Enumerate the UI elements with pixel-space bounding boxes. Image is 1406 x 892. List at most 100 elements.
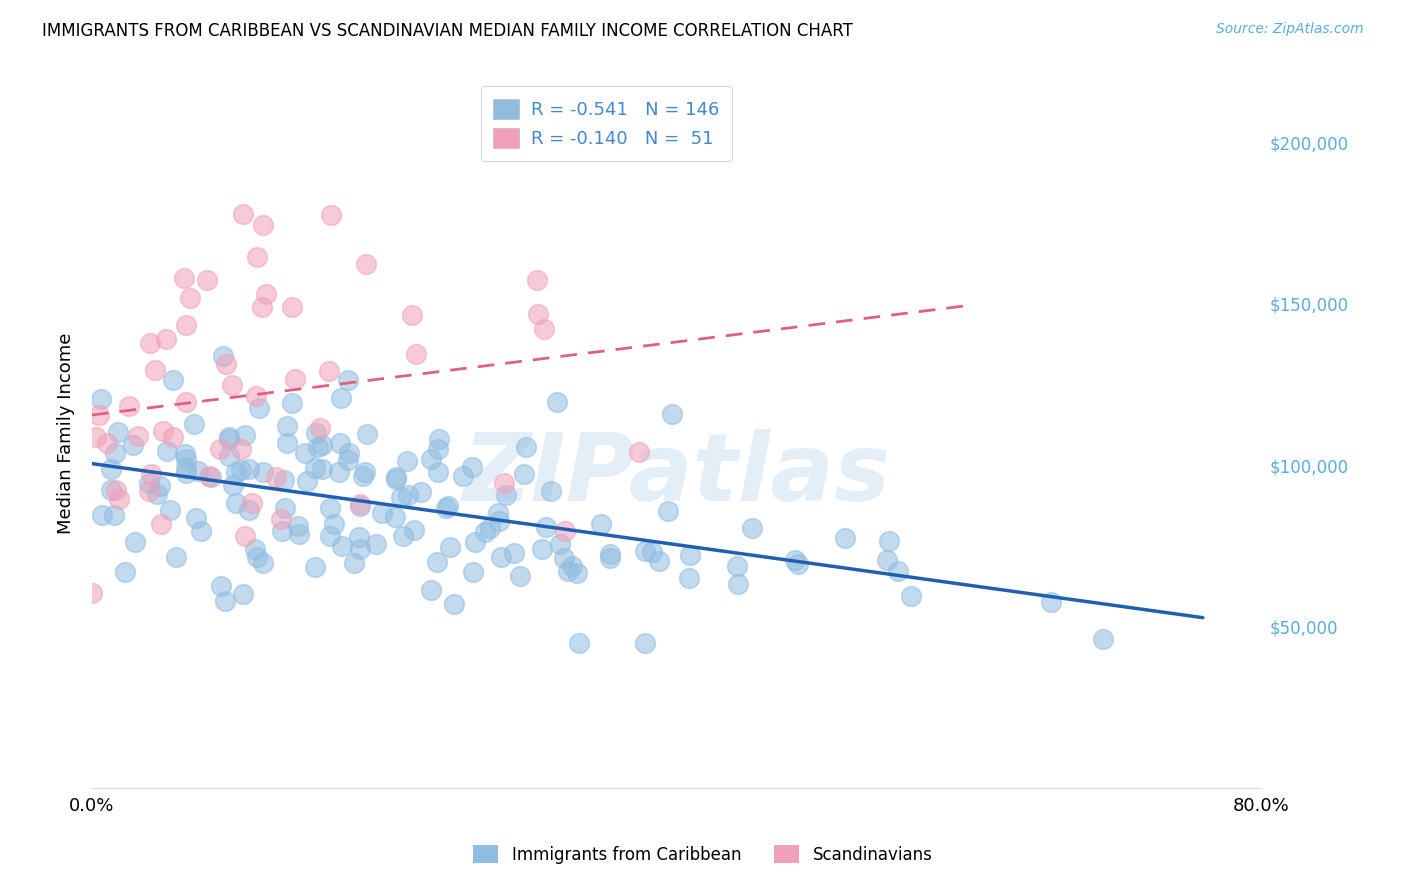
Point <box>420 451 443 466</box>
Point <box>246 550 269 565</box>
Text: Source: ZipAtlas.com: Source: ZipAtlas.com <box>1216 22 1364 37</box>
Point <box>138 475 160 490</box>
Point <box>311 462 333 476</box>
Point <box>304 460 326 475</box>
Point <box>152 424 174 438</box>
Point <box>174 318 197 332</box>
Point <box>225 465 247 479</box>
Point <box>165 550 187 565</box>
Point <box>727 577 749 591</box>
Point <box>183 417 205 431</box>
Point <box>311 438 333 452</box>
Point <box>273 473 295 487</box>
Point <box>218 433 240 447</box>
Point <box>319 501 342 516</box>
Point <box>343 556 366 570</box>
Point <box>238 462 260 476</box>
Point <box>678 571 700 585</box>
Point <box>409 485 432 500</box>
Point <box>1039 595 1062 609</box>
Point <box>90 508 112 523</box>
Point <box>657 504 679 518</box>
Point <box>464 534 486 549</box>
Point <box>190 524 212 538</box>
Legend: Immigrants from Caribbean, Scandinavians: Immigrants from Caribbean, Scandinavians <box>467 838 939 871</box>
Point <box>231 463 253 477</box>
Point <box>231 587 253 601</box>
Point <box>534 519 557 533</box>
Point <box>162 373 184 387</box>
Point <box>238 502 260 516</box>
Point <box>527 307 550 321</box>
Point <box>174 467 197 481</box>
Point <box>648 554 671 568</box>
Point <box>900 590 922 604</box>
Point <box>352 469 374 483</box>
Point <box>461 565 484 579</box>
Point <box>557 564 579 578</box>
Point <box>323 517 346 532</box>
Point <box>187 464 209 478</box>
Point <box>627 445 650 459</box>
Point <box>474 524 496 539</box>
Point <box>281 300 304 314</box>
Point <box>270 512 292 526</box>
Point <box>434 500 457 515</box>
Point <box>486 506 509 520</box>
Point <box>233 529 256 543</box>
Point <box>208 442 231 456</box>
Point <box>503 546 526 560</box>
Point <box>276 419 298 434</box>
Point <box>96 436 118 450</box>
Point <box>366 536 388 550</box>
Point <box>515 441 537 455</box>
Point <box>231 442 253 456</box>
Point <box>280 396 302 410</box>
Point <box>443 597 465 611</box>
Point <box>100 483 122 498</box>
Point <box>287 526 309 541</box>
Point <box>568 636 591 650</box>
Point <box>198 469 221 483</box>
Point <box>371 507 394 521</box>
Point <box>271 524 294 538</box>
Point <box>741 521 763 535</box>
Point <box>634 544 657 558</box>
Point <box>218 429 240 443</box>
Point <box>437 499 460 513</box>
Point <box>589 516 612 531</box>
Point <box>221 478 243 492</box>
Point <box>509 569 531 583</box>
Point <box>451 469 474 483</box>
Point <box>304 560 326 574</box>
Point <box>143 363 166 377</box>
Point <box>565 566 588 581</box>
Point <box>108 491 131 506</box>
Point <box>276 436 298 450</box>
Point <box>330 539 353 553</box>
Point <box>146 486 169 500</box>
Point <box>787 557 810 571</box>
Point <box>513 467 536 481</box>
Point <box>526 273 548 287</box>
Point <box>218 450 240 464</box>
Point <box>461 460 484 475</box>
Point <box>385 472 408 486</box>
Point <box>427 432 450 446</box>
Point <box>155 332 177 346</box>
Point <box>307 440 329 454</box>
Point <box>103 508 125 522</box>
Point <box>138 483 160 498</box>
Point <box>114 565 136 579</box>
Point <box>127 429 149 443</box>
Point <box>264 470 287 484</box>
Point <box>531 542 554 557</box>
Point <box>82 586 104 600</box>
Point <box>554 524 576 538</box>
Point <box>347 530 370 544</box>
Point <box>396 487 419 501</box>
Point <box>404 523 426 537</box>
Point <box>349 498 371 512</box>
Point <box>124 535 146 549</box>
Point <box>887 564 910 578</box>
